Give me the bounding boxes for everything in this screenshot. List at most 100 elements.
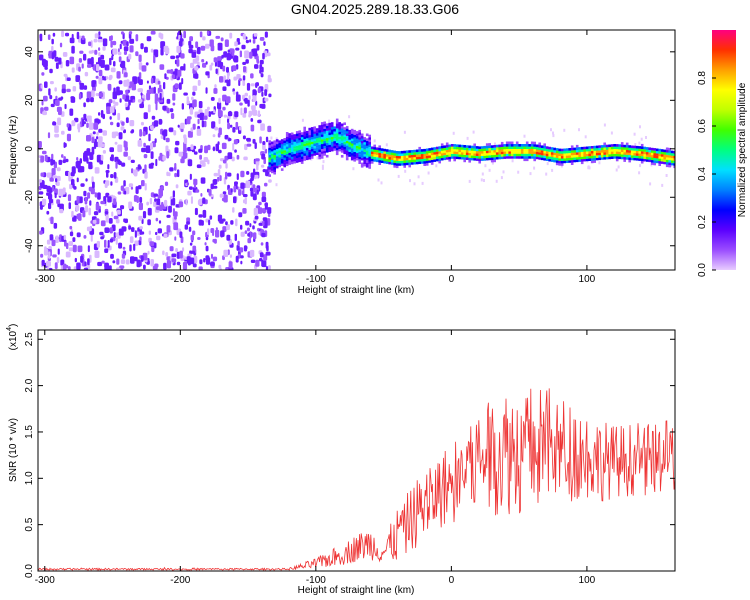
noise-cell (203, 258, 206, 263)
signal-cell (628, 157, 631, 160)
signal-cell (598, 152, 601, 156)
signal-cell (320, 148, 324, 152)
signal-cell (418, 159, 421, 162)
signal-cell (425, 150, 429, 154)
signal-cell (540, 147, 544, 151)
signal-cell (520, 156, 524, 159)
signal-cell (380, 155, 384, 159)
noise-cell (165, 252, 169, 257)
signal-cell (348, 137, 351, 140)
noise-cell (43, 95, 48, 102)
noise-cell (246, 171, 250, 175)
signal-cell (673, 153, 675, 156)
signal-cell (598, 145, 601, 148)
signal-cell (335, 138, 339, 141)
signal-cell (518, 144, 521, 147)
noise-cell (148, 230, 151, 235)
signal-cell (655, 155, 659, 159)
noise-cell (262, 221, 265, 226)
signal-cell (278, 152, 281, 156)
noise-cell (156, 206, 160, 211)
signal-cell (553, 159, 556, 163)
noise-cell (87, 192, 91, 199)
signal-cell (575, 154, 579, 158)
signal-cell (430, 159, 434, 163)
noise-cell (210, 97, 215, 101)
signal-cell (560, 153, 564, 157)
noise-cell (190, 196, 193, 204)
noise-cell (122, 94, 126, 100)
signal-cell (473, 158, 476, 161)
noise-cell (97, 192, 101, 200)
signal-cell (555, 157, 559, 161)
signal-cell (280, 161, 284, 164)
signal-cell (328, 122, 331, 126)
signal-cell (640, 148, 644, 152)
signal-cell (650, 147, 654, 151)
noise-cell (234, 111, 239, 118)
signal-cell (543, 155, 546, 159)
noise-cell (92, 181, 95, 189)
noise-cell (153, 193, 158, 197)
noise-cell (48, 202, 52, 210)
noise-cell (146, 36, 152, 42)
signal-cell (660, 154, 664, 157)
signal-cell (268, 150, 271, 153)
signal-cell (618, 156, 621, 160)
signal-cell (445, 142, 449, 146)
signal-cell (520, 153, 524, 157)
signal-cell (433, 147, 436, 150)
signal-cell (430, 157, 434, 160)
noise-cell (219, 267, 222, 270)
noise-cell (224, 39, 229, 47)
signal-halo-cell (665, 174, 668, 177)
signal-cell (555, 155, 559, 158)
noise-cell (65, 158, 69, 163)
signal-cell (360, 155, 364, 158)
signal-cell (378, 155, 381, 158)
noise-cell (98, 57, 102, 64)
noise-cell (101, 260, 105, 264)
noise-cell (125, 186, 130, 195)
signal-cell (498, 149, 501, 152)
signal-cell (278, 150, 281, 153)
noise-cell (188, 44, 194, 49)
signal-cell (665, 159, 669, 163)
noise-cell (238, 189, 242, 196)
signal-cell (468, 157, 471, 161)
noise-cell (212, 134, 216, 138)
noise-cell (83, 53, 87, 61)
noise-cell (58, 107, 62, 116)
noise-cell (227, 73, 230, 81)
signal-cell (485, 153, 489, 156)
noise-cell (124, 190, 127, 195)
signal-cell (528, 146, 531, 149)
signal-cell (633, 155, 636, 158)
signal-cell (400, 155, 404, 159)
noise-cell (158, 118, 163, 125)
signal-cell (425, 158, 429, 161)
signal-halo-cell (452, 131, 455, 135)
signal-cell (610, 151, 614, 155)
signal-cell (345, 138, 349, 141)
signal-cell (495, 154, 499, 158)
signal-cell (623, 147, 626, 150)
signal-cell (325, 147, 329, 151)
signal-cell (658, 151, 661, 154)
signal-cell (273, 142, 276, 146)
signal-cell (283, 138, 286, 141)
noise-cell (46, 172, 52, 178)
noise-cell (51, 153, 54, 160)
signal-cell (303, 155, 306, 159)
signal-cell (620, 147, 624, 150)
signal-cell (660, 161, 664, 164)
signal-halo-cell (488, 168, 491, 172)
noise-cell (175, 248, 178, 253)
signal-cell (428, 150, 431, 154)
signal-cell (600, 152, 604, 155)
signal-cell (523, 153, 526, 157)
signal-cell (393, 150, 396, 154)
signal-cell (298, 154, 301, 158)
signal-cell (660, 149, 664, 152)
signal-cell (510, 148, 514, 152)
